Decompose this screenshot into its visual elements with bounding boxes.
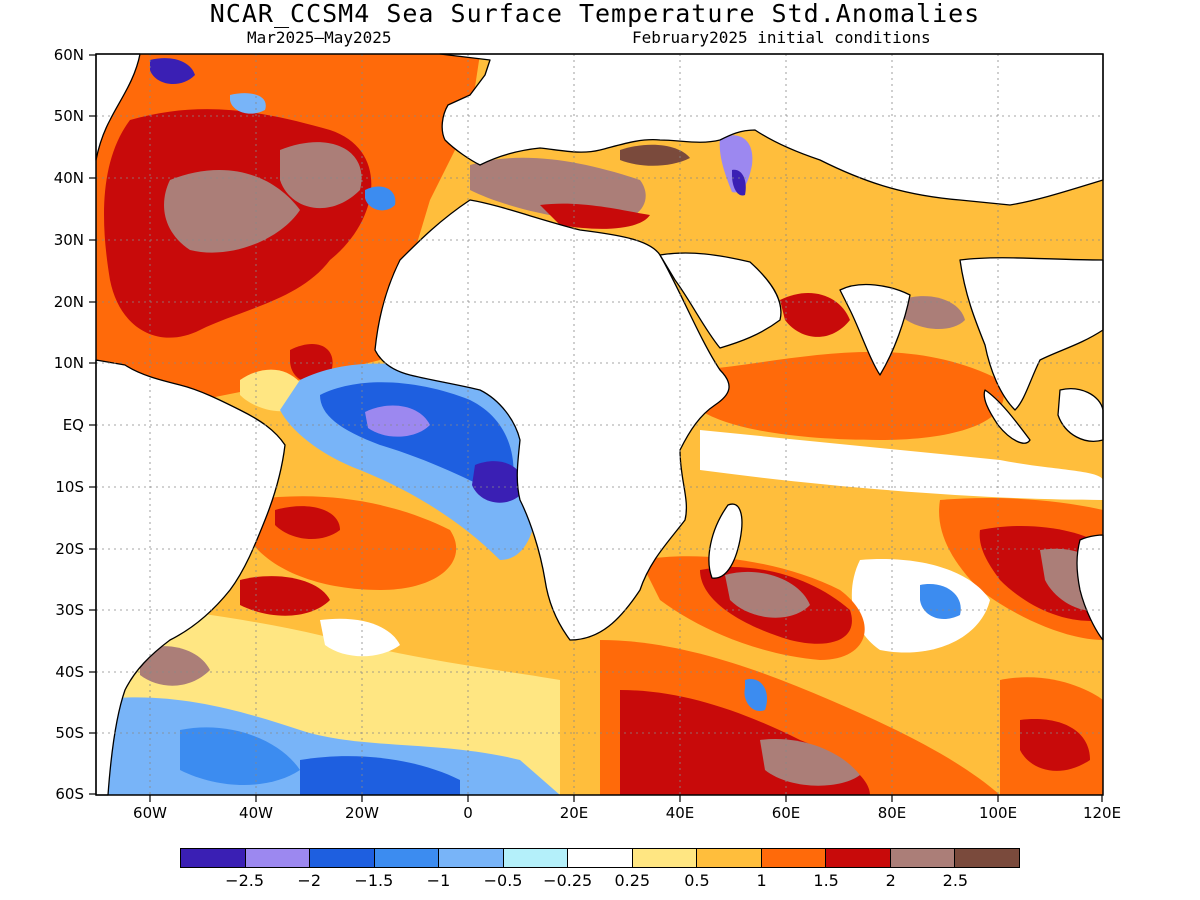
colorbar-label: 2.5 (942, 871, 969, 890)
lon-label: 60W (133, 804, 167, 822)
lon-label: 40W (239, 804, 273, 822)
lat-label: 60S (55, 785, 84, 803)
colorbar-label: 1 (756, 871, 767, 890)
lon-label: 40E (665, 804, 695, 822)
colorbar-label: −2.5 (225, 871, 265, 890)
colorbar-label: 1.5 (813, 871, 839, 890)
colorbar-swatch (181, 849, 246, 867)
colorbar (180, 848, 1020, 868)
forecast-period: Mar2025–May2025 (247, 28, 392, 47)
colorbar-swatch (955, 849, 1019, 867)
colorbar-label: −1 (426, 871, 451, 890)
colorbar-label: −0.5 (483, 871, 523, 890)
axis-ticks (89, 54, 1103, 802)
colorbar-label: 2 (885, 871, 896, 890)
colorbar-label: −2 (297, 871, 322, 890)
lat-label: 20N (53, 293, 84, 311)
lon-label: 120E (1082, 804, 1122, 822)
lat-label: 30S (55, 601, 84, 619)
colorbar-swatch (503, 849, 569, 867)
colorbar-label: 0.25 (614, 871, 651, 890)
lat-label: 30N (53, 231, 84, 249)
colorbar-swatch (374, 849, 440, 867)
land-mask (95, 53, 1104, 796)
colorbar-swatch (310, 849, 375, 867)
colorbar-swatch (439, 849, 504, 867)
lat-label: 50N (53, 107, 84, 125)
lon-label: 100E (978, 804, 1018, 822)
lat-label: 50S (55, 724, 84, 742)
lat-label: 40S (55, 663, 84, 681)
colorbar-swatch (245, 849, 311, 867)
lon-label: 20E (559, 804, 589, 822)
lat-label: 40N (53, 169, 84, 187)
lon-label: 0 (463, 804, 473, 822)
lat-label: EQ (62, 416, 84, 434)
colorbar-swatch (568, 849, 633, 867)
colorbar-label: −0.25 (543, 871, 593, 890)
colorbar-label: 0.5 (684, 871, 710, 890)
colorbar-swatch (761, 849, 827, 867)
lat-label: 20S (55, 540, 84, 558)
lon-label: 80E (877, 804, 907, 822)
colorbar-swatch (826, 849, 891, 867)
initial-conditions: February2025 initial conditions (632, 28, 931, 47)
colorbar-label: −1.5 (354, 871, 394, 890)
colorbar-swatch (697, 849, 762, 867)
lon-label: 60E (771, 804, 801, 822)
colorbar-swatch (632, 849, 698, 867)
lon-label: 20W (345, 804, 379, 822)
lat-label: 10N (53, 354, 84, 372)
lat-label: 10S (55, 478, 84, 496)
lat-label: 60N (53, 46, 84, 64)
map-title: NCAR_CCSM4 Sea Surface Temperature Std.A… (209, 0, 981, 28)
colorbar-swatch (890, 849, 956, 867)
